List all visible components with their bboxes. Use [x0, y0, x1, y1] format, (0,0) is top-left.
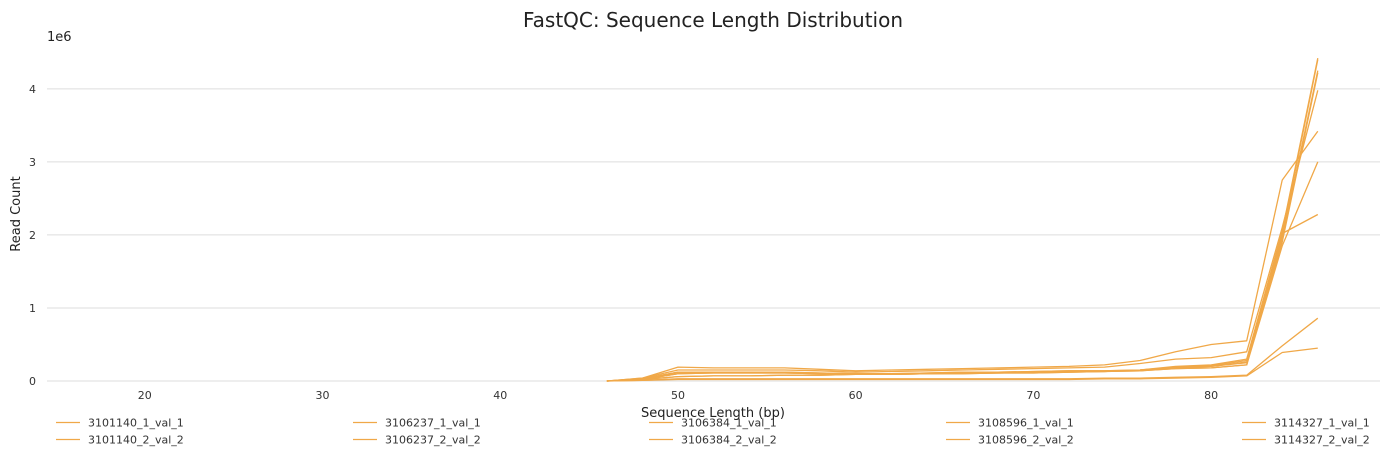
series-line-3101140_1_val_1 — [606, 57, 1319, 382]
x-tick-label: 60 — [849, 389, 863, 402]
y-tick-label: 3 — [29, 156, 36, 169]
y-tick-label: 1 — [29, 302, 36, 315]
x-tick-label: 40 — [493, 389, 507, 402]
legend-label: 3114327_2_val_2 — [1274, 434, 1370, 447]
legend-item[interactable]: 3106237_1_val_1 — [353, 417, 481, 430]
x-axis-label: Sequence Length (bp) — [641, 406, 785, 421]
grid-lines — [47, 88, 1380, 382]
series-line-3106237_2_val_2 — [606, 70, 1319, 382]
series-line-3106384_1_val_1 — [606, 130, 1319, 382]
y-tick-label: 4 — [29, 83, 36, 96]
legend-label: 3106384_1_val_1 — [681, 417, 777, 430]
legend-item[interactable]: 3106384_2_val_2 — [649, 434, 777, 447]
x-tick-label: 50 — [671, 389, 685, 402]
x-tick-label: 80 — [1204, 389, 1218, 402]
series-line-3114327_1_val_1 — [606, 317, 1319, 382]
legend-label: 3101140_1_val_1 — [88, 417, 184, 430]
series-line-3114327_2_val_2 — [606, 347, 1318, 382]
legend-label: 3108596_1_val_1 — [978, 417, 1074, 430]
legend-item[interactable]: 3114327_1_val_1 — [1242, 417, 1370, 430]
x-tick-label: 70 — [1026, 389, 1040, 402]
legend-item[interactable]: 3101140_2_val_2 — [56, 434, 184, 447]
legend: 3101140_1_val_1 3101140_2_val_2 3106237_1_… — [56, 417, 1370, 447]
x-tick-label: 20 — [138, 389, 152, 402]
legend-label: 3106237_2_val_2 — [385, 434, 481, 447]
legend-item[interactable]: 3101140_1_val_1 — [56, 417, 184, 430]
legend-item[interactable]: 3108596_1_val_1 — [946, 417, 1074, 430]
y-axis-multiplier: 1e6 — [47, 30, 72, 45]
series-line-3106237_1_val_1 — [606, 72, 1319, 382]
legend-item[interactable]: 3114327_2_val_2 — [1242, 434, 1370, 447]
legend-label: 3114327_1_val_1 — [1274, 417, 1370, 430]
y-tick-label: 0 — [29, 375, 36, 388]
series-line-3108596_1_val_1 — [606, 161, 1319, 382]
legend-label: 3106237_1_val_1 — [385, 417, 481, 430]
legend-item[interactable]: 3108596_2_val_2 — [946, 434, 1074, 447]
legend-label: 3106384_2_val_2 — [681, 434, 777, 447]
series-line-3106384_2_val_2 — [606, 90, 1319, 382]
legend-item[interactable]: 3106237_2_val_2 — [353, 434, 481, 447]
legend-item[interactable]: 3106384_1_val_1 — [649, 417, 777, 430]
series-line-3101140_2_val_2 — [606, 59, 1319, 382]
legend-label: 3101140_2_val_2 — [88, 434, 184, 447]
legend-label: 3108596_2_val_2 — [978, 434, 1074, 447]
axis-ticks: 0 1 2 3 4 20 30 40 50 60 70 80 — [29, 83, 1218, 402]
y-tick-label: 2 — [29, 229, 36, 242]
series-lines — [606, 57, 1319, 382]
y-axis-label: Read Count — [9, 176, 24, 251]
chart-title: FastQC: Sequence Length Distribution — [523, 8, 903, 32]
series-line-3108596_2_val_2 — [606, 213, 1319, 382]
x-tick-label: 30 — [315, 389, 329, 402]
